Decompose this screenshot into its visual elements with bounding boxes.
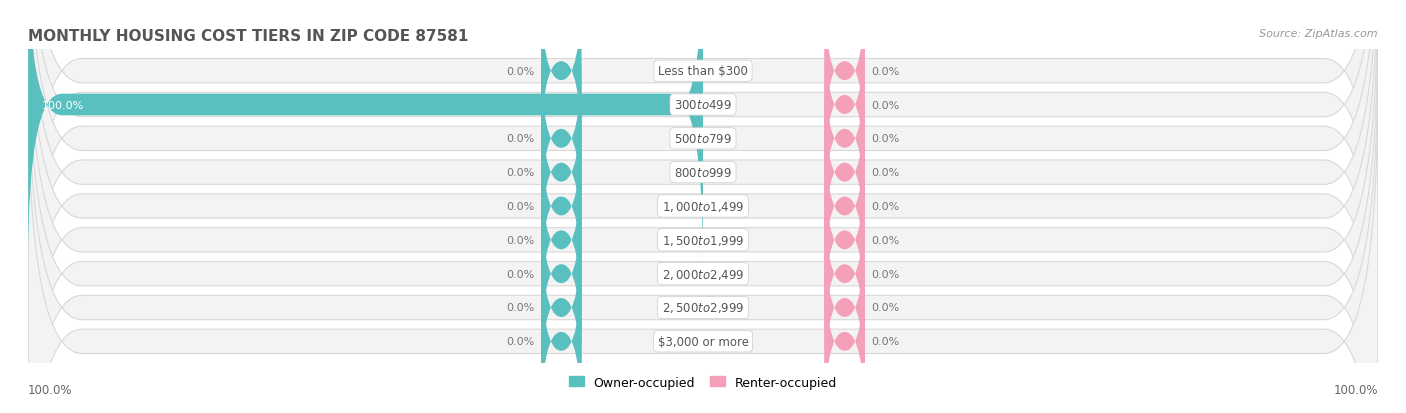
FancyBboxPatch shape xyxy=(824,0,865,163)
FancyBboxPatch shape xyxy=(824,182,865,366)
Text: $1,000 to $1,499: $1,000 to $1,499 xyxy=(662,199,744,214)
Text: $1,500 to $1,999: $1,500 to $1,999 xyxy=(662,233,744,247)
FancyBboxPatch shape xyxy=(541,115,582,298)
FancyBboxPatch shape xyxy=(541,0,582,163)
FancyBboxPatch shape xyxy=(824,14,865,197)
Text: 100.0%: 100.0% xyxy=(42,100,84,110)
Text: 0.0%: 0.0% xyxy=(506,235,534,245)
Text: 100.0%: 100.0% xyxy=(28,384,73,396)
Text: 0.0%: 0.0% xyxy=(506,202,534,211)
Text: 0.0%: 0.0% xyxy=(872,168,900,178)
FancyBboxPatch shape xyxy=(541,148,582,332)
Text: 0.0%: 0.0% xyxy=(506,168,534,178)
Text: 0.0%: 0.0% xyxy=(872,134,900,144)
Text: 0.0%: 0.0% xyxy=(872,337,900,347)
Text: 0.0%: 0.0% xyxy=(872,202,900,211)
FancyBboxPatch shape xyxy=(28,16,1378,413)
FancyBboxPatch shape xyxy=(541,182,582,366)
Text: Less than $300: Less than $300 xyxy=(658,65,748,78)
Text: $2,000 to $2,499: $2,000 to $2,499 xyxy=(662,267,744,281)
Text: 0.0%: 0.0% xyxy=(872,303,900,313)
FancyBboxPatch shape xyxy=(28,84,1378,413)
FancyBboxPatch shape xyxy=(824,148,865,332)
FancyBboxPatch shape xyxy=(28,0,1378,329)
FancyBboxPatch shape xyxy=(824,115,865,298)
FancyBboxPatch shape xyxy=(824,47,865,231)
FancyBboxPatch shape xyxy=(28,50,1378,413)
Text: MONTHLY HOUSING COST TIERS IN ZIP CODE 87581: MONTHLY HOUSING COST TIERS IN ZIP CODE 8… xyxy=(28,29,468,44)
FancyBboxPatch shape xyxy=(28,0,1378,413)
FancyBboxPatch shape xyxy=(541,47,582,231)
FancyBboxPatch shape xyxy=(824,216,865,399)
FancyBboxPatch shape xyxy=(28,0,1378,397)
Text: 0.0%: 0.0% xyxy=(872,269,900,279)
FancyBboxPatch shape xyxy=(541,216,582,399)
Text: $300 to $499: $300 to $499 xyxy=(673,99,733,112)
FancyBboxPatch shape xyxy=(28,0,1378,413)
Text: 0.0%: 0.0% xyxy=(506,337,534,347)
Text: 0.0%: 0.0% xyxy=(872,100,900,110)
FancyBboxPatch shape xyxy=(824,81,865,265)
FancyBboxPatch shape xyxy=(28,0,703,263)
Text: 0.0%: 0.0% xyxy=(872,235,900,245)
Text: 0.0%: 0.0% xyxy=(506,66,534,76)
FancyBboxPatch shape xyxy=(541,250,582,413)
Text: 100.0%: 100.0% xyxy=(1333,384,1378,396)
Text: 0.0%: 0.0% xyxy=(506,303,534,313)
Text: 0.0%: 0.0% xyxy=(872,66,900,76)
Legend: Owner-occupied, Renter-occupied: Owner-occupied, Renter-occupied xyxy=(568,376,838,389)
FancyBboxPatch shape xyxy=(541,81,582,265)
Text: 0.0%: 0.0% xyxy=(506,269,534,279)
Text: $2,500 to $2,999: $2,500 to $2,999 xyxy=(662,301,744,315)
Text: $3,000 or more: $3,000 or more xyxy=(658,335,748,348)
Text: 0.0%: 0.0% xyxy=(506,134,534,144)
FancyBboxPatch shape xyxy=(28,0,1378,363)
Text: Source: ZipAtlas.com: Source: ZipAtlas.com xyxy=(1260,29,1378,39)
FancyBboxPatch shape xyxy=(28,0,1378,413)
Text: $800 to $999: $800 to $999 xyxy=(673,166,733,179)
Text: $500 to $799: $500 to $799 xyxy=(673,133,733,145)
FancyBboxPatch shape xyxy=(824,250,865,413)
